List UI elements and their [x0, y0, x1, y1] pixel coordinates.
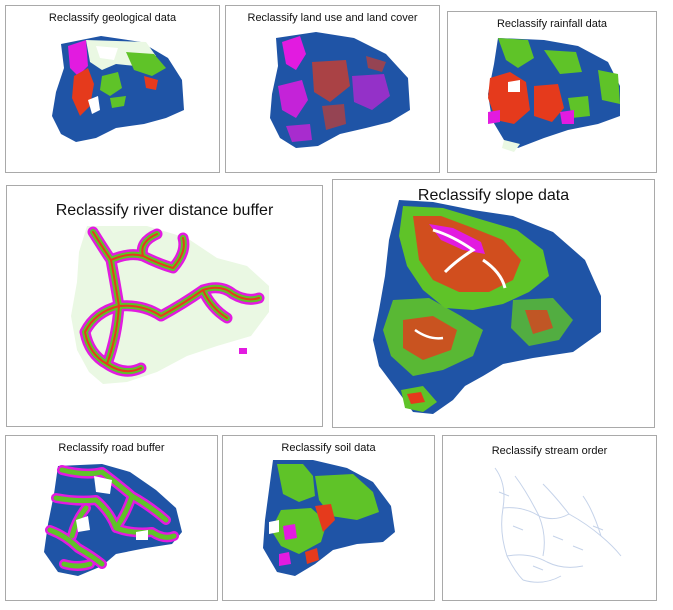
map-stream-order	[494, 467, 622, 583]
map-slope	[373, 200, 601, 414]
panel-slope: Reclassify slope data	[332, 179, 655, 428]
panel-road-buffer: Reclassify road buffer	[5, 435, 218, 601]
map-river-distance-buffer	[71, 226, 269, 384]
map-road-buffer	[44, 464, 182, 576]
panel-title-stream-order: Reclassify stream order	[491, 445, 608, 457]
panel-title-land-use: Reclassify land use and land cover	[247, 12, 418, 24]
panel-title-slope: Reclassify slope data	[417, 187, 570, 204]
map-rainfall	[488, 38, 620, 152]
panel-title-river-distance-buffer: Reclassify river distance buffer	[55, 202, 274, 219]
panel-land-use: Reclassify land use and land cover	[225, 5, 440, 173]
panel-title-rainfall: Reclassify rainfall data	[496, 18, 608, 30]
panel-rainfall: Reclassify rainfall data	[447, 11, 657, 173]
panel-soil: Reclassify soil data	[222, 435, 435, 601]
panel-geological: Reclassify geological data	[5, 5, 220, 173]
panel-river-distance-buffer: Reclassify river distance buffer	[6, 185, 323, 427]
panel-stream-order: Reclassify stream order	[442, 435, 657, 601]
panel-title-geological: Reclassify geological data	[48, 12, 177, 24]
panel-title-soil: Reclassify soil data	[281, 442, 376, 454]
map-land-use	[270, 32, 410, 148]
panel-title-road-buffer: Reclassify road buffer	[58, 442, 165, 454]
map-soil	[263, 460, 395, 576]
map-geological	[52, 36, 184, 142]
